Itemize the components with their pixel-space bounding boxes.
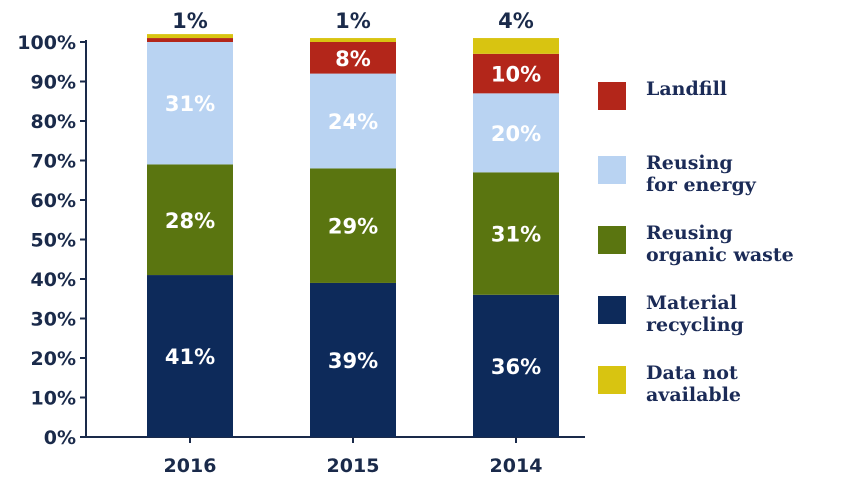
- x-tick-label: 2015: [327, 455, 380, 477]
- top-label: 1%: [172, 9, 208, 33]
- bar-segment: [310, 42, 396, 74]
- segment-label: 28%: [165, 209, 215, 233]
- x-tick-label: 2014: [490, 455, 543, 477]
- top-label: 4%: [498, 9, 534, 33]
- legend-swatch: [598, 226, 626, 254]
- bar-segment: [473, 53, 559, 94]
- segment-label: 36%: [491, 355, 541, 379]
- segment-label: 20%: [491, 122, 541, 146]
- bar-segment: [147, 164, 233, 276]
- segment-label: 31%: [165, 92, 215, 116]
- y-tick-label: 20%: [31, 348, 76, 370]
- bar-segment: [473, 294, 559, 437]
- y-tick-label: 30%: [31, 309, 76, 331]
- y-tick-label: 60%: [31, 190, 76, 212]
- bar-segment: [473, 93, 559, 173]
- legend-label: Reusing for energy: [646, 152, 756, 196]
- bar-segment: [473, 38, 559, 54]
- legend-swatch: [598, 156, 626, 184]
- bar-segment: [310, 282, 396, 437]
- segment-label: 24%: [328, 110, 378, 134]
- legend-label: Data not available: [646, 362, 741, 406]
- legend-item: Material recycling: [598, 292, 744, 336]
- bar-segment: [147, 275, 233, 437]
- y-tick-label: 50%: [31, 230, 76, 252]
- segment-label: 29%: [328, 215, 378, 239]
- legend-label: Landfill: [646, 78, 728, 100]
- legend-item: Reusing for energy: [598, 152, 756, 196]
- legend-item: Landfill: [598, 78, 727, 110]
- bar-segment: [147, 38, 233, 42]
- y-tick-label: 70%: [31, 151, 76, 173]
- y-tick-label: 90%: [31, 72, 76, 94]
- bar-segment: [310, 73, 396, 169]
- bar-segment: [310, 38, 396, 42]
- bar-segment: [147, 34, 233, 39]
- y-tick-label: 100%: [17, 32, 76, 54]
- y-tick-label: 0%: [44, 427, 76, 449]
- segment-label: 10%: [491, 63, 541, 87]
- bar-segment: [473, 172, 559, 295]
- y-tick-label: 40%: [31, 269, 76, 291]
- legend-label: Reusing organic waste: [646, 222, 794, 266]
- bar-segment: [310, 168, 396, 283]
- x-tick-label: 2016: [164, 455, 217, 477]
- legend-item: Data not available: [598, 362, 741, 406]
- y-tick-label: 80%: [31, 111, 76, 133]
- legend-item: Reusing organic waste: [598, 222, 794, 266]
- bar-segment: [147, 42, 233, 165]
- legend-swatch: [598, 296, 626, 324]
- legend-swatch: [598, 366, 626, 394]
- segment-label: 31%: [491, 223, 541, 247]
- segment-label: 8%: [335, 47, 371, 71]
- segment-label: 41%: [165, 345, 215, 369]
- top-label: 1%: [335, 9, 371, 33]
- y-tick-label: 10%: [31, 388, 76, 410]
- segment-label: 39%: [328, 349, 378, 373]
- legend-label: Material recycling: [646, 292, 744, 336]
- legend-swatch: [598, 82, 626, 110]
